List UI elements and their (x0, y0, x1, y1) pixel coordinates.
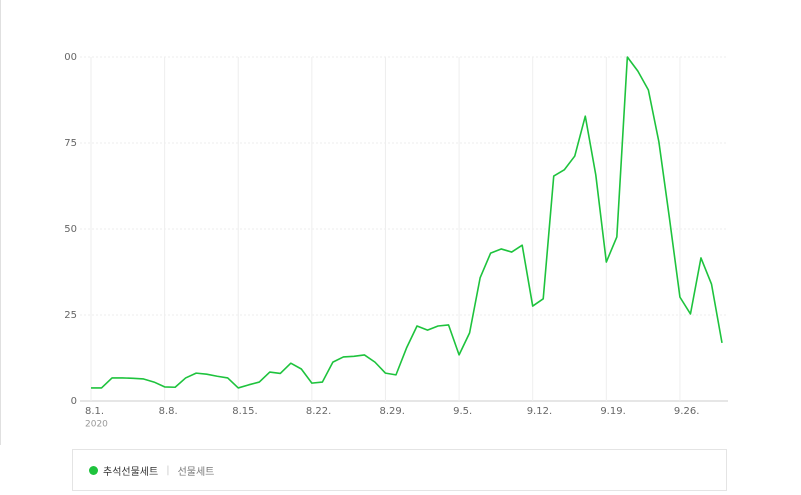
x-tick-label: 9.26. (674, 406, 699, 417)
x-tick-label: 8.15. (232, 406, 257, 417)
legend: 추석선물세트 | 선물세트 (72, 449, 727, 491)
x-tick-label: 8.22. (306, 406, 331, 417)
x-tick-label: 8.8. (159, 406, 178, 417)
chart: 0 25 50 75 00 8.1. 8.8. 8.15. 8.22. 8.29. 9.5. 9.12… (0, 0, 728, 445)
y-tick-label: 25 (64, 310, 77, 321)
series-line (91, 56, 723, 389)
x-tick-label: 8.29. (379, 406, 404, 417)
x-tick-label: 9.19. (600, 406, 625, 417)
y-tick-label: 50 (64, 224, 77, 235)
y-tick-label: 75 (64, 138, 77, 149)
legend-label-inactive[interactable]: 선물세트 (177, 466, 215, 478)
legend-marker (89, 465, 98, 475)
x-tick-label: 9.5. (453, 406, 472, 417)
y-tick-label: 0 (71, 396, 77, 407)
x-tick-label: 9.12. (527, 406, 552, 417)
legend-separator: | (166, 464, 170, 476)
year-label: 2020 (85, 420, 108, 430)
x-tick-label: 8.1. (85, 406, 104, 417)
y-tick-label: 00 (64, 52, 77, 63)
legend-label[interactable]: 추석선물세트 (103, 466, 159, 478)
